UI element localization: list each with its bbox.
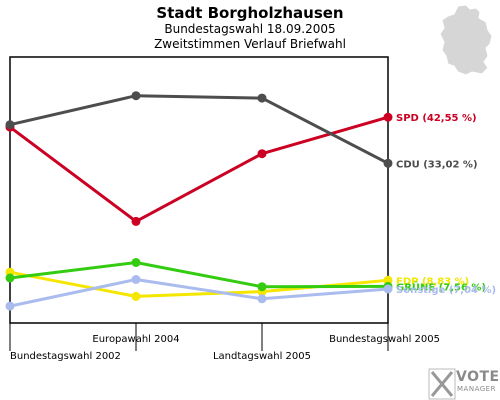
series-labels: SPD (42,55 %) CDU (33,02 %) FDP (8,83 %)GR…	[396, 113, 496, 296]
series-line-sonstige	[9, 278, 389, 308]
watermark-brand: VOTE	[456, 369, 500, 385]
data-point-grüne	[257, 282, 267, 292]
data-point-cdu	[383, 158, 393, 168]
series-label-cdu: CDU (33,02 %)	[396, 159, 478, 170]
data-point-spd	[131, 216, 141, 226]
series-line-cdu	[9, 94, 389, 165]
x-tick-label: Bundestagswahl 2005	[329, 334, 440, 345]
series-line-grüne	[9, 261, 389, 289]
data-point-spd	[383, 112, 393, 122]
x-axis: Bundestagswahl 2002 Europawahl 2004 Landta…	[9, 323, 440, 362]
data-point-grüne	[131, 258, 141, 267]
plot-frame	[9, 56, 389, 324]
chart-subtitle-election: Bundestagswahl 18.09.2005	[164, 22, 336, 36]
series-label-fdp: FDP (8,83 %)	[396, 276, 469, 287]
series-label-grüne: GRÜNE (7,56 %)	[396, 279, 486, 293]
data-point-cdu	[257, 93, 267, 103]
series-label-spd: SPD (42,55 %)	[396, 113, 477, 124]
chart-subtitle-description: Zweitstimmen Verlauf Briefwahl	[154, 37, 346, 51]
vote-manager-logo	[428, 368, 456, 400]
data-point-spd	[257, 149, 267, 159]
data-point-fdp	[131, 291, 141, 301]
x-tick-label: Europawahl 2004	[92, 334, 179, 345]
data-point-sonstige	[5, 301, 15, 311]
x-tick-label: Bundestagswahl 2002	[10, 351, 121, 362]
data-point-cdu	[131, 91, 141, 101]
data-point-grüne	[5, 273, 15, 283]
data-point-cdu	[5, 120, 15, 130]
series-line-spd	[9, 115, 389, 223]
germany-map-icon	[439, 4, 493, 76]
data-point-sonstige	[257, 294, 267, 304]
data-point-sonstige	[131, 275, 141, 284]
data-point-sonstige	[383, 284, 393, 294]
watermark-sub: MANAGER	[457, 385, 496, 393]
x-tick-label: Landtagswahl 2005	[213, 351, 311, 362]
series-layer	[5, 91, 393, 311]
series-label-sonstige: Sonstige (7,04 %)	[396, 285, 496, 296]
chart-title: Stadt Borgholzhausen	[156, 4, 344, 22]
